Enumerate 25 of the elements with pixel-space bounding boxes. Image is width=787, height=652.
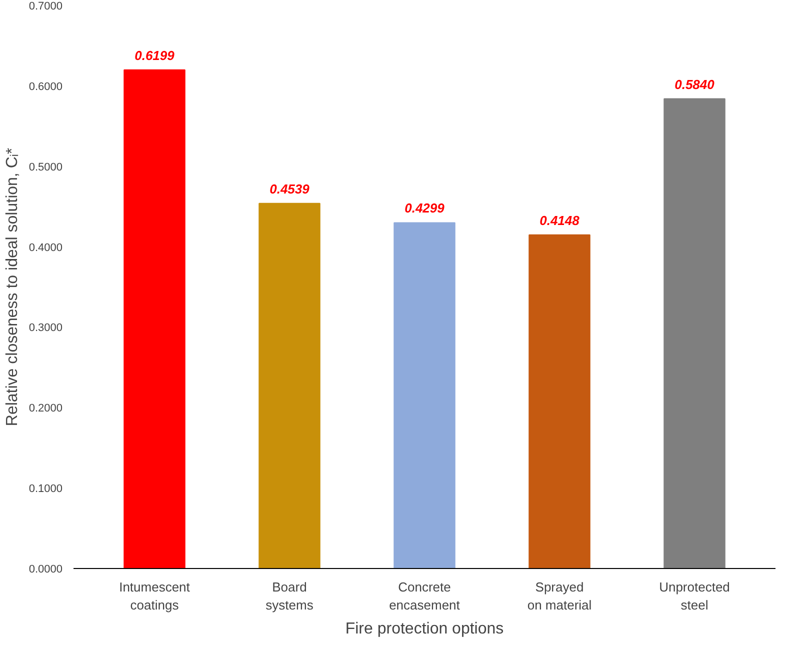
y-tick-label: 0.1000 bbox=[28, 483, 63, 496]
y-tick-label: 0.0000 bbox=[28, 564, 63, 576]
y-tick-label: 0.5000 bbox=[28, 161, 63, 174]
x-tick-label: Intumescent coatings bbox=[119, 580, 190, 612]
x-tick-label: Concrete encasement bbox=[389, 580, 460, 612]
x-tick-label: Unprotected steel bbox=[659, 580, 730, 612]
x-tick-label: Board systems bbox=[266, 580, 314, 612]
x-axis-title: Fire protection options bbox=[345, 620, 504, 638]
y-tick-label: 0.4000 bbox=[28, 242, 63, 254]
y-tick-label: 0.2000 bbox=[28, 402, 63, 415]
bar bbox=[124, 69, 186, 568]
y-axis-title: Relative closeness to ideal solution, Cᵢ* bbox=[4, 148, 21, 426]
data-label: 0.4539 bbox=[270, 181, 310, 196]
data-label: 0.6199 bbox=[134, 48, 176, 63]
y-tick-label: 0.6000 bbox=[28, 80, 63, 93]
bar bbox=[528, 234, 590, 568]
bar bbox=[394, 222, 456, 568]
bar bbox=[664, 98, 726, 568]
data-label: 0.5840 bbox=[674, 76, 716, 92]
bar bbox=[258, 202, 320, 568]
x-tick-label: Sprayed on material bbox=[527, 580, 592, 612]
y-tick-label: 0.7000 bbox=[28, 0, 63, 12]
data-label: 0.4299 bbox=[404, 200, 446, 216]
data-label: 0.4148 bbox=[540, 212, 580, 228]
y-tick-label: 0.3000 bbox=[28, 322, 63, 334]
